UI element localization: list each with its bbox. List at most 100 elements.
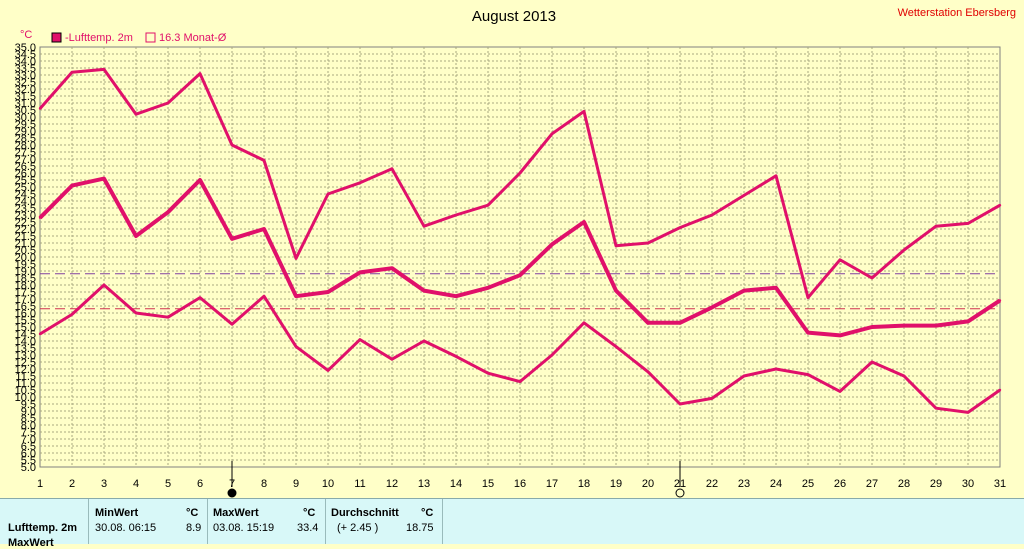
max-header: MaxWert bbox=[213, 507, 259, 519]
series-mean-point bbox=[934, 324, 938, 327]
series-max-point bbox=[230, 143, 234, 147]
series-min-point bbox=[742, 374, 746, 378]
x-tick-label: 18 bbox=[578, 478, 590, 490]
temperature-chart: August 2013 Wetterstation Ebersberg °C -… bbox=[15, 7, 1016, 498]
series-max-point bbox=[422, 225, 426, 228]
y-tick-label: 17.0 bbox=[15, 294, 36, 306]
series-mean-point bbox=[326, 290, 330, 294]
y-tick-label: 17.5 bbox=[15, 287, 36, 299]
series-min-point bbox=[326, 369, 330, 372]
legend: -Lufttemp. 2m 16.3 Monat-Ø bbox=[51, 32, 227, 44]
series-max-point bbox=[710, 213, 714, 217]
x-tick-label: 1 bbox=[37, 478, 43, 490]
y-tick-label: 21.5 bbox=[15, 231, 36, 243]
series-max-point bbox=[806, 296, 810, 299]
series-min-point bbox=[998, 388, 1002, 392]
stats-row2-label: MaxWert bbox=[8, 537, 54, 549]
series-min-point bbox=[358, 338, 362, 341]
y-tick-label: 29.5 bbox=[15, 119, 36, 131]
y-tick-label: 7.0 bbox=[21, 434, 36, 446]
series-min-point bbox=[70, 313, 74, 316]
full-moon-icon bbox=[675, 488, 685, 498]
min-datetime: 30.08. 06:15 bbox=[95, 522, 157, 534]
series-min-point bbox=[614, 345, 618, 348]
series-max-point bbox=[646, 241, 650, 245]
y-tick-label: 30.0 bbox=[15, 112, 36, 124]
x-tick-label: 30 bbox=[962, 478, 974, 490]
series-mean-point bbox=[806, 331, 810, 334]
y-tick-label: 9.0 bbox=[21, 406, 36, 418]
x-tick-label: 15 bbox=[482, 478, 494, 490]
series-min-point bbox=[454, 355, 458, 358]
x-tick-label: 26 bbox=[834, 478, 846, 490]
x-tick-label: 28 bbox=[898, 478, 910, 490]
divider bbox=[88, 499, 89, 544]
y-tick-label: 22.0 bbox=[15, 224, 36, 236]
y-tick-labels: 5.05.56.06.57.07.58.08.59.09.510.010.511… bbox=[15, 42, 36, 474]
series-mean-point bbox=[358, 271, 362, 274]
y-tick-label: 29.0 bbox=[15, 126, 36, 138]
series-min-point bbox=[870, 360, 874, 364]
series-mean-point bbox=[38, 216, 42, 219]
series-min-point bbox=[166, 316, 170, 319]
y-tick-label: 9.5 bbox=[21, 399, 36, 411]
series-mean-point bbox=[966, 320, 970, 323]
max-value: 33.4 bbox=[297, 522, 319, 534]
x-tick-label: 25 bbox=[802, 478, 814, 490]
series-mean-point bbox=[454, 295, 458, 298]
series-min-point bbox=[646, 370, 650, 373]
series-min-point bbox=[390, 358, 394, 361]
new-moon-icon bbox=[227, 488, 237, 498]
series-max-point bbox=[166, 101, 170, 105]
y-tick-label: 10.0 bbox=[15, 392, 36, 404]
series-mean-point bbox=[166, 211, 170, 214]
y-tick-label: 5.0 bbox=[21, 462, 36, 474]
series-min-point bbox=[38, 332, 42, 336]
divider bbox=[325, 499, 326, 544]
series-min-point bbox=[582, 321, 586, 324]
y-tick-label: 21.0 bbox=[15, 238, 36, 250]
x-tick-label: 8 bbox=[261, 478, 267, 490]
y-tick-label: 35.0 bbox=[15, 42, 36, 54]
y-tick-label: 23.0 bbox=[15, 210, 36, 222]
y-tick-label: 32.5 bbox=[15, 77, 36, 89]
series-min-point bbox=[934, 407, 938, 410]
series-mean-point bbox=[70, 184, 74, 187]
series-max-point bbox=[934, 225, 938, 228]
avg-value: 18.75 bbox=[406, 522, 434, 534]
series-mean-point bbox=[102, 177, 106, 180]
y-tick-label: 6.0 bbox=[21, 448, 36, 460]
series-mean-point bbox=[262, 227, 266, 231]
series-max-point bbox=[390, 167, 394, 170]
series-min-point bbox=[102, 283, 106, 287]
series-max-point bbox=[454, 213, 458, 217]
legend-swatch bbox=[51, 32, 62, 43]
series-min-point bbox=[294, 345, 298, 348]
series-min-point bbox=[678, 402, 682, 406]
series-min-point bbox=[518, 380, 522, 383]
series-mean-point bbox=[390, 267, 394, 270]
y-tick-label: 31.5 bbox=[15, 91, 36, 103]
series-max-point bbox=[518, 171, 522, 175]
y-tick-label: 14.0 bbox=[15, 336, 36, 348]
x-tick-label: 13 bbox=[418, 478, 430, 490]
y-tick-label: 16.0 bbox=[15, 308, 36, 320]
series-min-point bbox=[230, 323, 234, 326]
x-tick-labels: 1234567891011121314151617181920212223242… bbox=[37, 478, 1006, 490]
y-tick-label: 15.0 bbox=[15, 322, 36, 334]
y-tick-label: 34.5 bbox=[15, 49, 36, 61]
y-tick-label: 13.5 bbox=[15, 343, 36, 355]
y-tick-label: 5.5 bbox=[21, 455, 36, 467]
y-tick-label: 27.0 bbox=[15, 154, 36, 166]
series-max-point bbox=[966, 222, 970, 225]
series-max-point bbox=[134, 113, 138, 116]
y-tick-label: 34.0 bbox=[15, 56, 36, 68]
series-mean-point bbox=[774, 286, 778, 289]
y-tick-label: 13.0 bbox=[15, 350, 36, 362]
series-max-point bbox=[198, 72, 202, 75]
series-group bbox=[38, 67, 1002, 414]
stats-row-label: Lufttemp. 2m bbox=[8, 522, 78, 534]
legend-label: -Lufttemp. 2m bbox=[65, 32, 133, 44]
x-tick-label: 31 bbox=[994, 478, 1006, 490]
x-tick-label: 11 bbox=[354, 478, 365, 490]
